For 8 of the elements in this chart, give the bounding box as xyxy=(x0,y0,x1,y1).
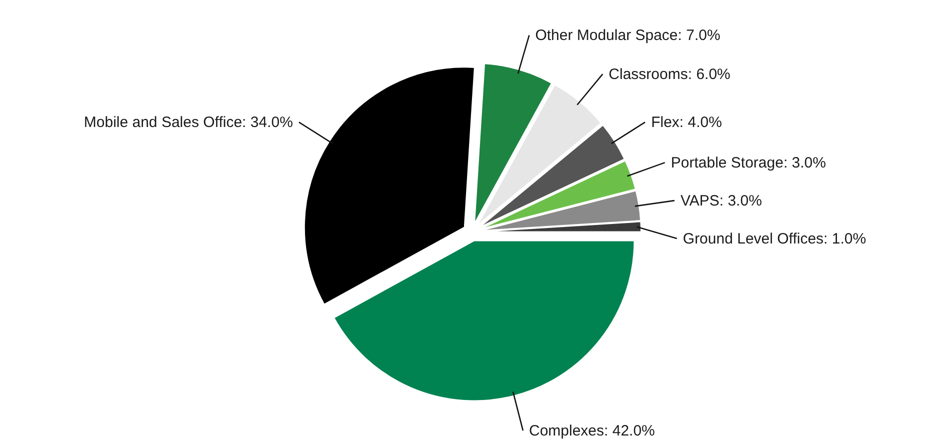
slice-label: Mobile and Sales Office: 34.0% xyxy=(84,114,293,132)
slice-label: Flex: 4.0% xyxy=(651,114,722,132)
slice-label: VAPS: 3.0% xyxy=(680,192,762,210)
slice-label: Ground Level Offices: 1.0% xyxy=(682,230,866,248)
slice-label: Other Modular Space: 7.0% xyxy=(535,27,720,44)
slice-label: Classrooms: 6.0% xyxy=(608,66,730,84)
slice-label: Portable Storage: 3.0% xyxy=(670,154,826,172)
slice-label: Complexes: 42.0% xyxy=(528,422,655,440)
